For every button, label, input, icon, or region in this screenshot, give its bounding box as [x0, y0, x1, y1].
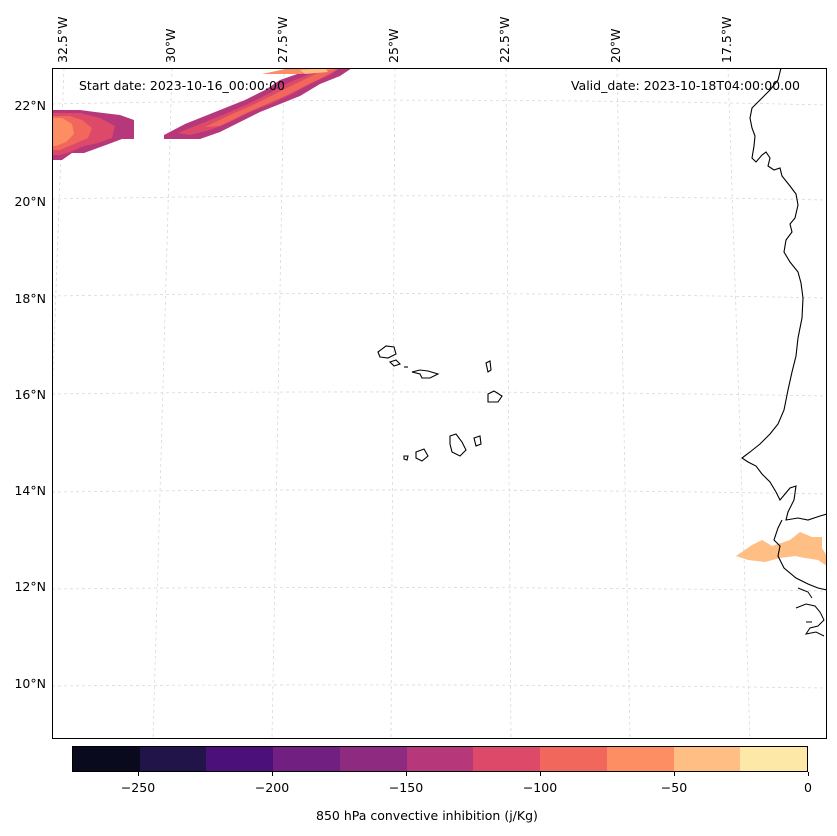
sal-island — [485, 360, 492, 373]
colorbar-tick-mark — [406, 772, 407, 776]
coastline-islands-south — [795, 587, 825, 637]
lat-label: 10°N — [14, 676, 46, 691]
start-date-label: Start date: 2023-10-16_00:00:00 — [79, 78, 285, 93]
lat-label: 22°N — [14, 98, 46, 113]
colorbar-tick-mark — [808, 772, 809, 776]
colorbar-tick-mark — [138, 772, 139, 776]
colorbar-tick-label: −150 — [388, 780, 424, 795]
sao-nicolau-island — [411, 369, 440, 379]
colorbar-swatch — [606, 747, 674, 771]
santiago-island — [449, 433, 467, 457]
valid-date-label: Valid_date: 2023-10-18T04:00:00.00 — [570, 78, 800, 93]
colorbar-swatch — [673, 747, 741, 771]
boa-vista-island — [487, 390, 503, 403]
lon-label: 27.5°W — [275, 16, 290, 63]
cin-region — [736, 532, 826, 566]
lon-gridlines — [53, 69, 751, 738]
colorbar-ticks — [0, 772, 837, 784]
colorbar-tick-label: −200 — [254, 780, 290, 795]
african-coastline-south — [773, 519, 826, 591]
colorbar-swatch — [206, 747, 274, 771]
cin-region — [53, 118, 74, 146]
colorbar-swatch — [540, 747, 607, 771]
colorbar-swatch — [406, 747, 474, 771]
colorbar-swatch — [139, 747, 207, 771]
cin-contour-west — [53, 110, 134, 160]
maio-island — [473, 435, 482, 447]
lat-label: 20°N — [14, 194, 46, 209]
colorbar-tick-label: −250 — [120, 780, 156, 795]
cin-contour-north — [164, 69, 351, 139]
lat-label: 12°N — [14, 579, 46, 594]
colorbar-swatch — [740, 747, 808, 771]
cin-contour-east — [736, 532, 826, 566]
fogo-island — [415, 448, 429, 462]
colorbar-swatch — [73, 747, 140, 771]
colorbar-tick-label: −100 — [522, 780, 558, 795]
lon-label: 30°W — [163, 28, 178, 63]
colorbar-tick-mark — [540, 772, 541, 776]
colorbar-tick-label: −50 — [660, 780, 688, 795]
cin-region — [300, 69, 328, 74]
map-canvas — [53, 69, 826, 738]
map-panel: Start date: 2023-10-16_00:00:00 Valid_da… — [52, 68, 827, 739]
lat-label: 18°N — [14, 291, 46, 306]
colorbar-label: 850 hPa convective inhibition (j/Kg) — [316, 808, 538, 823]
colorbar-swatch — [273, 747, 340, 771]
lon-label: 20°W — [608, 28, 623, 63]
colorbar-tick-mark — [272, 772, 273, 776]
lat-label: 16°N — [14, 387, 46, 402]
sao-vicente-island — [388, 359, 402, 367]
cape-verde-islands — [377, 345, 503, 462]
lon-label: 17.5°W — [719, 16, 734, 63]
lon-label: 22.5°W — [497, 16, 512, 63]
santo-antao-island — [377, 345, 397, 359]
lat-label: 14°N — [14, 483, 46, 498]
colorbar-tick-mark — [674, 772, 675, 776]
colorbar-swatch — [339, 747, 407, 771]
colorbar — [72, 746, 808, 772]
lon-label: 25°W — [386, 28, 401, 63]
colorbar-tick-label: 0 — [804, 780, 812, 795]
lon-label: 32.5°W — [55, 16, 70, 63]
brava-island — [403, 455, 409, 461]
colorbar-swatch — [473, 747, 541, 771]
african-coastline — [741, 69, 826, 521]
cin-region — [205, 69, 339, 127]
